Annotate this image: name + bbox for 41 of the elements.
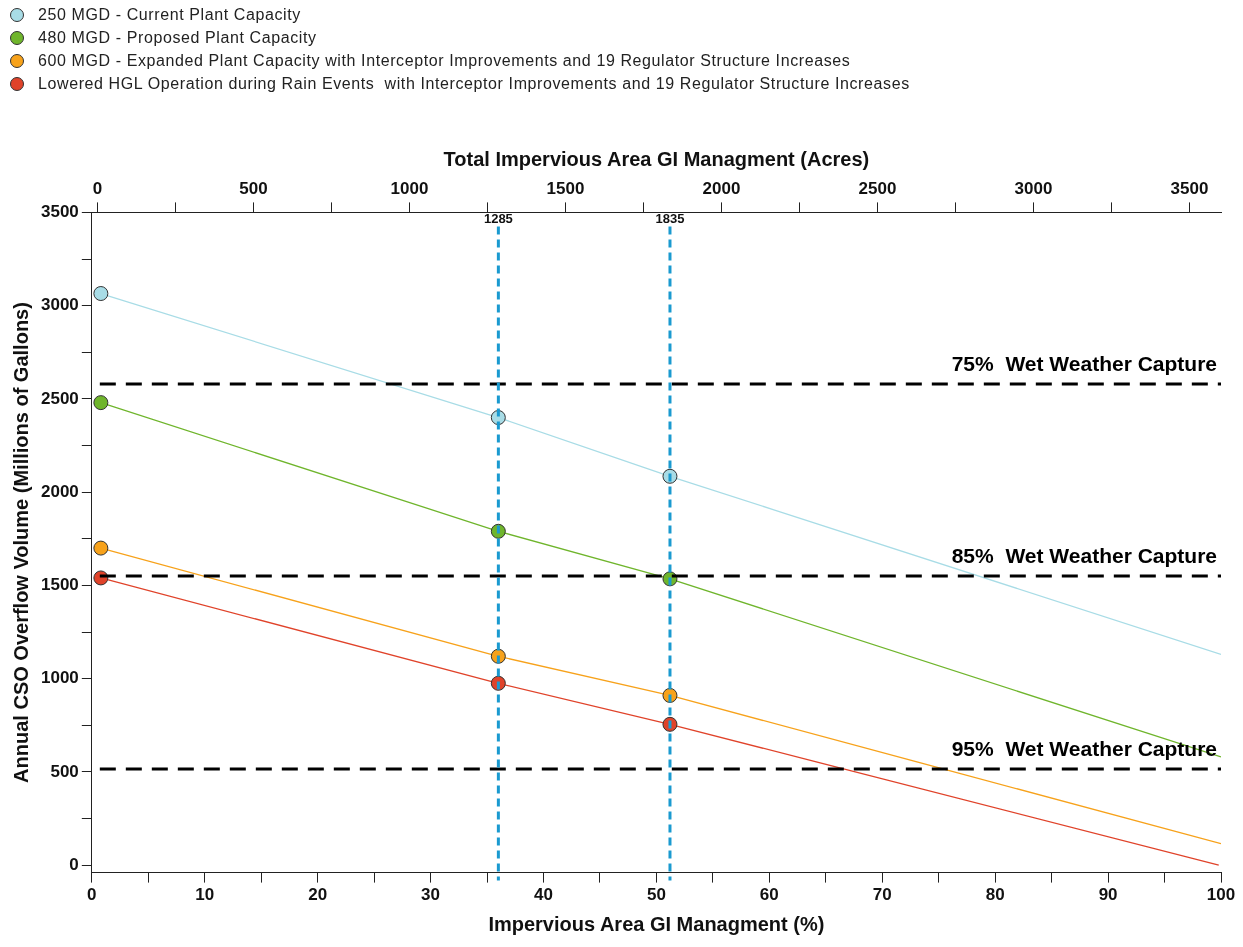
y-axis-title: Annual CSO Overflow Volume (Millions of Gallons) [9, 302, 32, 783]
x2-tick-label: 500 [239, 178, 268, 198]
legend-label: Lowered HGL Operation during Rain Events with Interceptor Improvements and 19 Regulator Structure Increases [38, 75, 910, 93]
y-tick-label: 3000 [40, 295, 79, 315]
x2-tick-label: 2500 [858, 178, 897, 198]
y-tick-label: 2000 [40, 481, 79, 501]
ref-line-label: 75% Wet Weather Capture [951, 352, 1217, 376]
y-tick-label: 2500 [40, 388, 79, 408]
x-tick-label: 80 [985, 885, 1005, 905]
y-tick-label: 1500 [40, 575, 79, 595]
x-axis-title: Impervious Area GI Managment (%) [488, 912, 825, 935]
legend-label: 480 MGD - Proposed Plant Capacity [38, 29, 317, 47]
x-tick-label: 50 [646, 885, 666, 905]
x-tick-label: 10 [195, 885, 215, 905]
x2-tick-label: 1000 [390, 178, 429, 198]
x2-tick-label: 1500 [546, 178, 585, 198]
x-tick-label: 100 [1206, 885, 1236, 905]
x-tick-label: 90 [1098, 885, 1118, 905]
x2-tick-label: 3500 [1170, 178, 1209, 198]
ref-line-label: 1835 [655, 211, 685, 227]
ref-line-label: 1285 [483, 211, 513, 227]
point [93, 286, 109, 302]
x2-tick-label: 2000 [702, 178, 741, 198]
y-tick-label: 500 [50, 761, 79, 781]
x-tick-label: 70 [872, 885, 892, 905]
ref-line-label: 85% Wet Weather Capture [951, 544, 1217, 568]
y-tick-label: 0 [69, 854, 79, 874]
y-tick-label: 1000 [40, 668, 79, 688]
x2-axis-title: Total Impervious Area GI Managment (Acres) [443, 147, 870, 170]
point [93, 395, 109, 411]
legend-label: 250 MGD - Current Plant Capacity [38, 6, 301, 24]
legend-label: 600 MGD - Expanded Plant Capacity with Interceptor Improvements and 19 Regulator Structure Increases [38, 52, 851, 70]
x2-tick-label: 0 [92, 178, 103, 198]
point [93, 540, 109, 556]
x-tick-label: 40 [534, 885, 553, 905]
y-tick-label: 3500 [40, 202, 79, 222]
x-tick-label: 20 [308, 885, 328, 905]
x-tick-label: 60 [759, 885, 779, 905]
x2-tick-label: 3000 [1014, 178, 1053, 198]
x-tick-label: 30 [421, 885, 441, 905]
x-tick-label: 0 [87, 885, 97, 905]
